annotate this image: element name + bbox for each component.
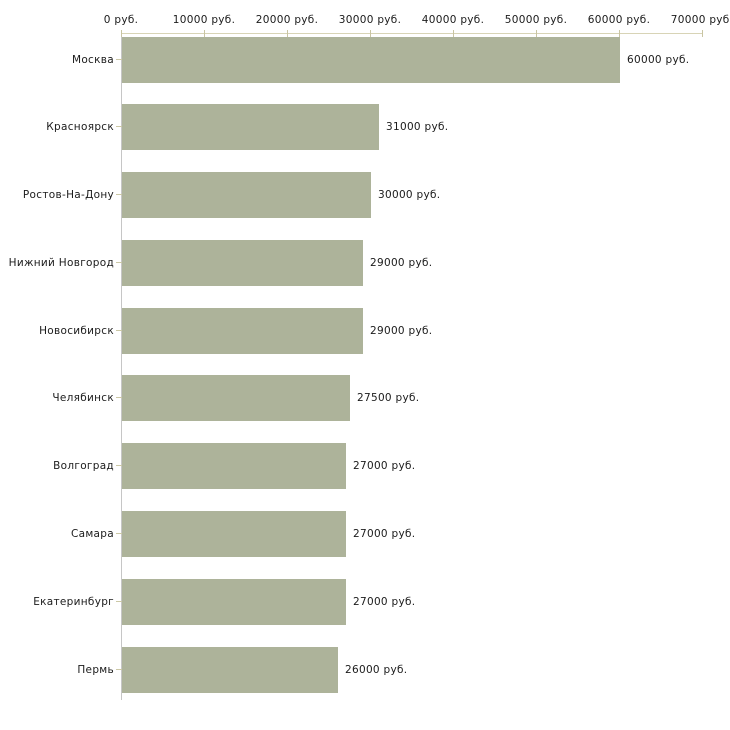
y-tick [116,600,122,602]
x-tick [618,30,620,37]
category-label: Красноярск [46,121,114,134]
category-label: Ростов-На-Дону [22,189,114,202]
bar [122,646,338,693]
category-label: Екатеринбург [33,595,114,608]
bar [122,443,346,490]
y-tick [116,329,122,331]
x-tick [535,30,537,37]
bar [122,375,350,422]
bar-value-label: 30000 руб. [378,189,441,202]
y-tick [116,397,122,399]
bar-value-label: 27000 руб. [353,595,416,608]
category-label: Волгоград [53,460,114,473]
bar [122,239,363,286]
bar-value-label: 60000 руб. [627,53,690,66]
bar-value-label: 26000 руб. [345,663,408,676]
x-tick [120,30,122,37]
category-label: Челябинск [52,392,114,405]
x-tick [701,30,703,37]
x-tick-label: 10000 руб. [172,14,236,26]
x-tick-label: 50000 руб. [504,14,568,26]
bar-value-label: 27000 руб. [353,460,416,473]
x-tick [452,30,454,37]
category-label: Москва [71,53,114,66]
x-tick-label: 0 руб. [103,14,139,26]
bar [122,104,379,151]
category-label: Пермь [77,663,114,676]
bar-value-label: 27500 руб. [357,392,420,405]
y-tick [116,194,122,196]
bar [122,307,363,354]
x-tick-label: 60000 руб. [587,14,651,26]
bar [122,172,371,219]
x-tick [203,30,205,37]
y-axis-line [121,33,122,700]
x-tick-label: 70000 руб. [670,14,730,26]
y-tick [116,532,122,534]
x-tick-label: 40000 руб. [421,14,485,26]
category-label: Нижний Новгород [8,256,114,269]
x-tick-label: 20000 руб. [255,14,319,26]
x-axis-line [121,33,702,34]
y-tick [116,668,122,670]
bar-value-label: 29000 руб. [370,256,433,269]
y-tick [116,261,122,263]
x-tick [369,30,371,37]
y-tick [116,58,122,60]
bar-value-label: 29000 руб. [370,324,433,337]
bar [122,510,346,557]
bar [122,578,346,625]
x-tick-label: 30000 руб. [338,14,402,26]
y-tick [116,126,122,128]
y-tick [116,465,122,467]
x-tick [286,30,288,37]
category-label: Самара [70,527,114,540]
bar-value-label: 27000 руб. [353,527,416,540]
bar [122,36,620,83]
bar-value-label: 31000 руб. [386,121,449,134]
category-label: Новосибирск [39,324,114,337]
